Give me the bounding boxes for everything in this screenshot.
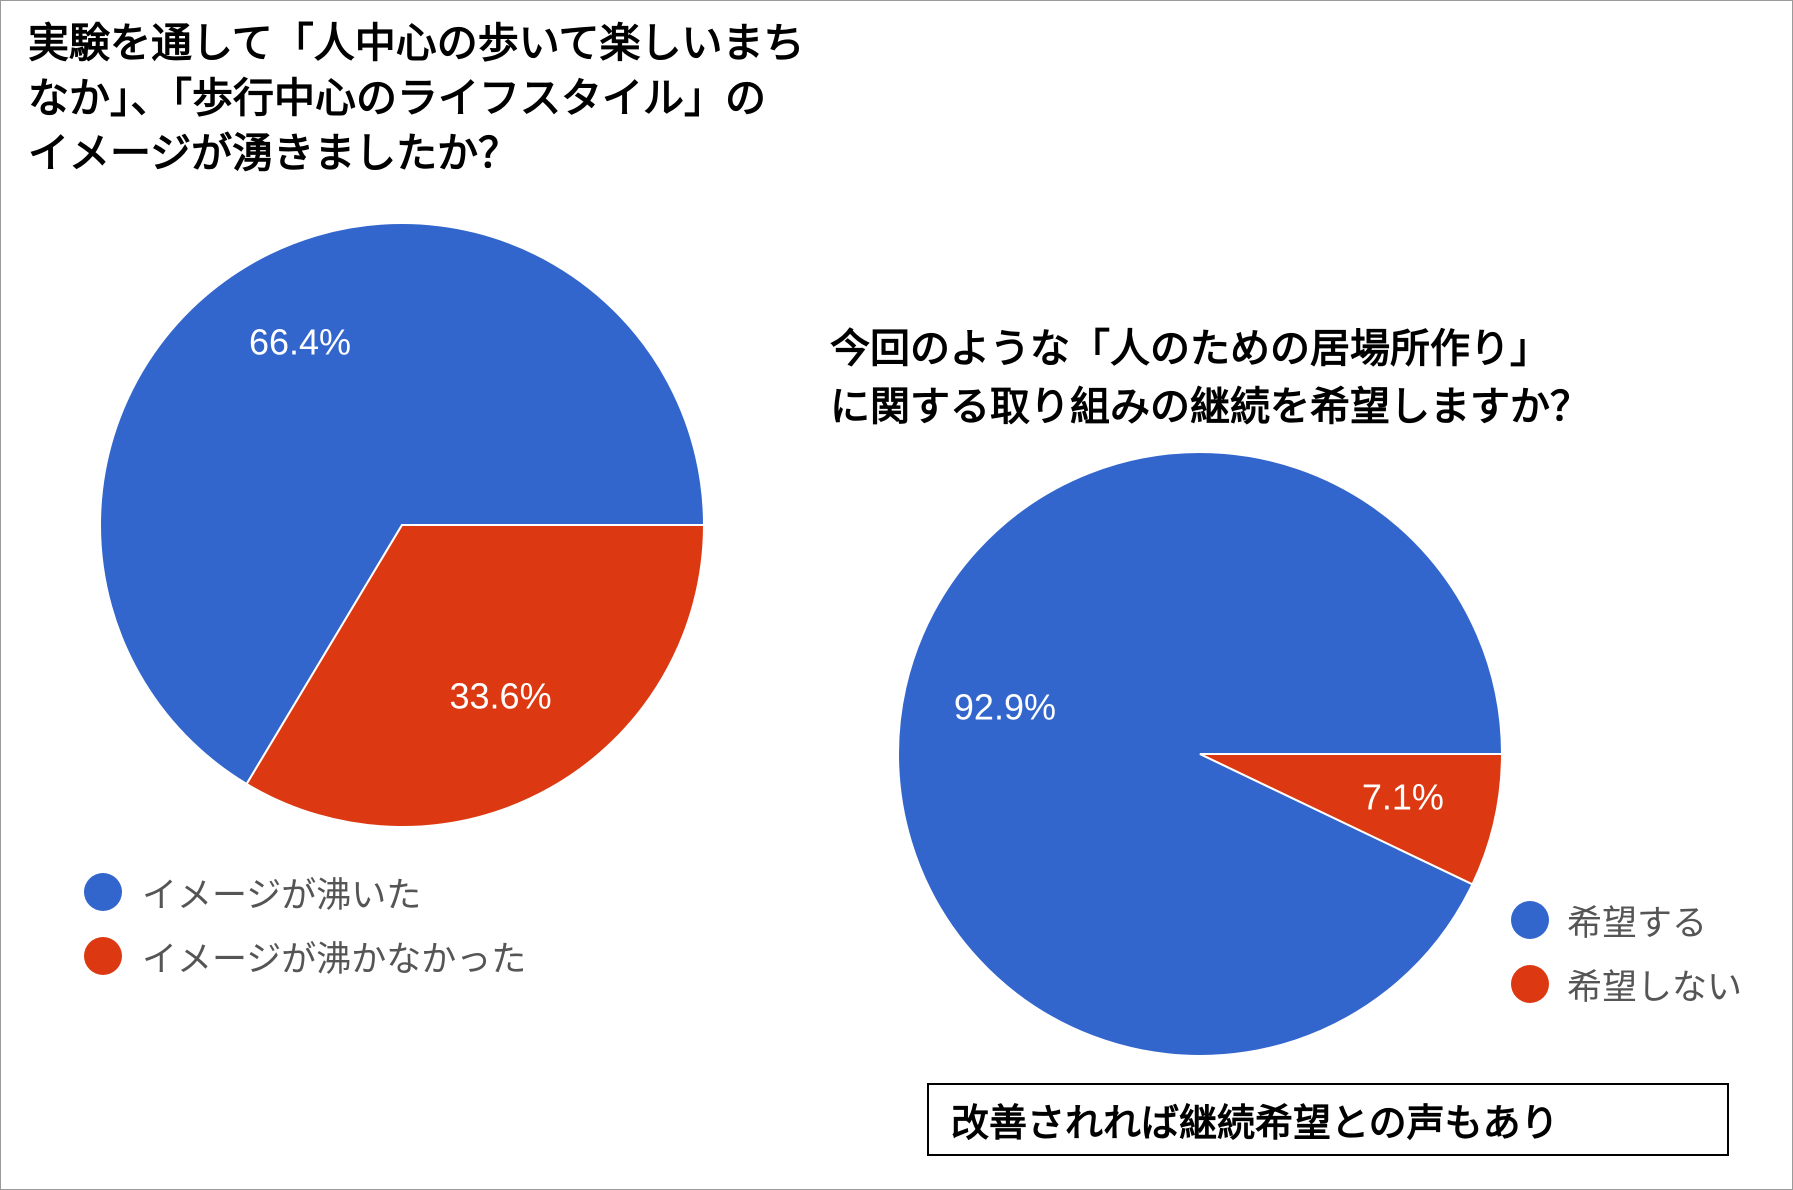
pie-slice-1: [1199, 753, 1504, 886]
chart2-title-line: 今回のような「人のための居場所作り」: [830, 326, 1550, 372]
slice-label: 33.6%: [450, 676, 552, 717]
slice-label: 92.9%: [954, 686, 1056, 727]
chart1-title-line: なか」、「歩行中心のライフスタイル」の: [28, 74, 766, 122]
legend-label: 希望しない: [1567, 967, 1743, 1008]
legend-item: 希望する: [1511, 888, 1742, 952]
slice-label: 66.4%: [249, 321, 351, 362]
chart1-title-line: 実験を通して「人中心の歩いて楽しいまち: [28, 19, 805, 67]
pie-slice-0: [99, 222, 706, 786]
legend-label: 希望する: [1567, 903, 1708, 944]
slice-label: 7.1%: [1362, 777, 1444, 818]
legend-item: イメージが沸いた: [84, 860, 526, 924]
legend-item: 希望しない: [1511, 952, 1742, 1016]
legend-swatch: [84, 937, 122, 975]
legend-swatch: [1511, 965, 1549, 1003]
pie-slice-1: [245, 524, 706, 828]
chart1-title: 実験を通して「人中心の歩いて楽しいまち なか」、「歩行中心のライフスタイル」の …: [28, 16, 918, 181]
chart1-legend: イメージが沸いた イメージが沸かなかった: [84, 860, 526, 988]
chart2-legend: 希望する 希望しない: [1511, 888, 1742, 1016]
legend-label: イメージが沸かなかった: [142, 939, 527, 980]
chart2-title-line: に関する取り組みの継続を希望しますか？: [830, 384, 1590, 430]
note-text: 改善されれば継続希望との声もあり: [951, 1101, 1559, 1145]
legend-item: イメージが沸かなかった: [84, 924, 526, 988]
chart2-title: 今回のような「人のための居場所作り」 に関する取り組みの継続を希望しますか？: [830, 320, 1760, 436]
legend-label: イメージが沸いた: [142, 875, 422, 916]
legend-swatch: [84, 873, 122, 911]
chart1-pie: 66.4% 33.6%: [99, 222, 706, 828]
chart1-title-line: イメージが湧きましたか？: [28, 129, 520, 177]
note-box: 改善されれば継続希望との声もあり: [927, 1083, 1729, 1156]
legend-swatch: [1511, 901, 1549, 939]
